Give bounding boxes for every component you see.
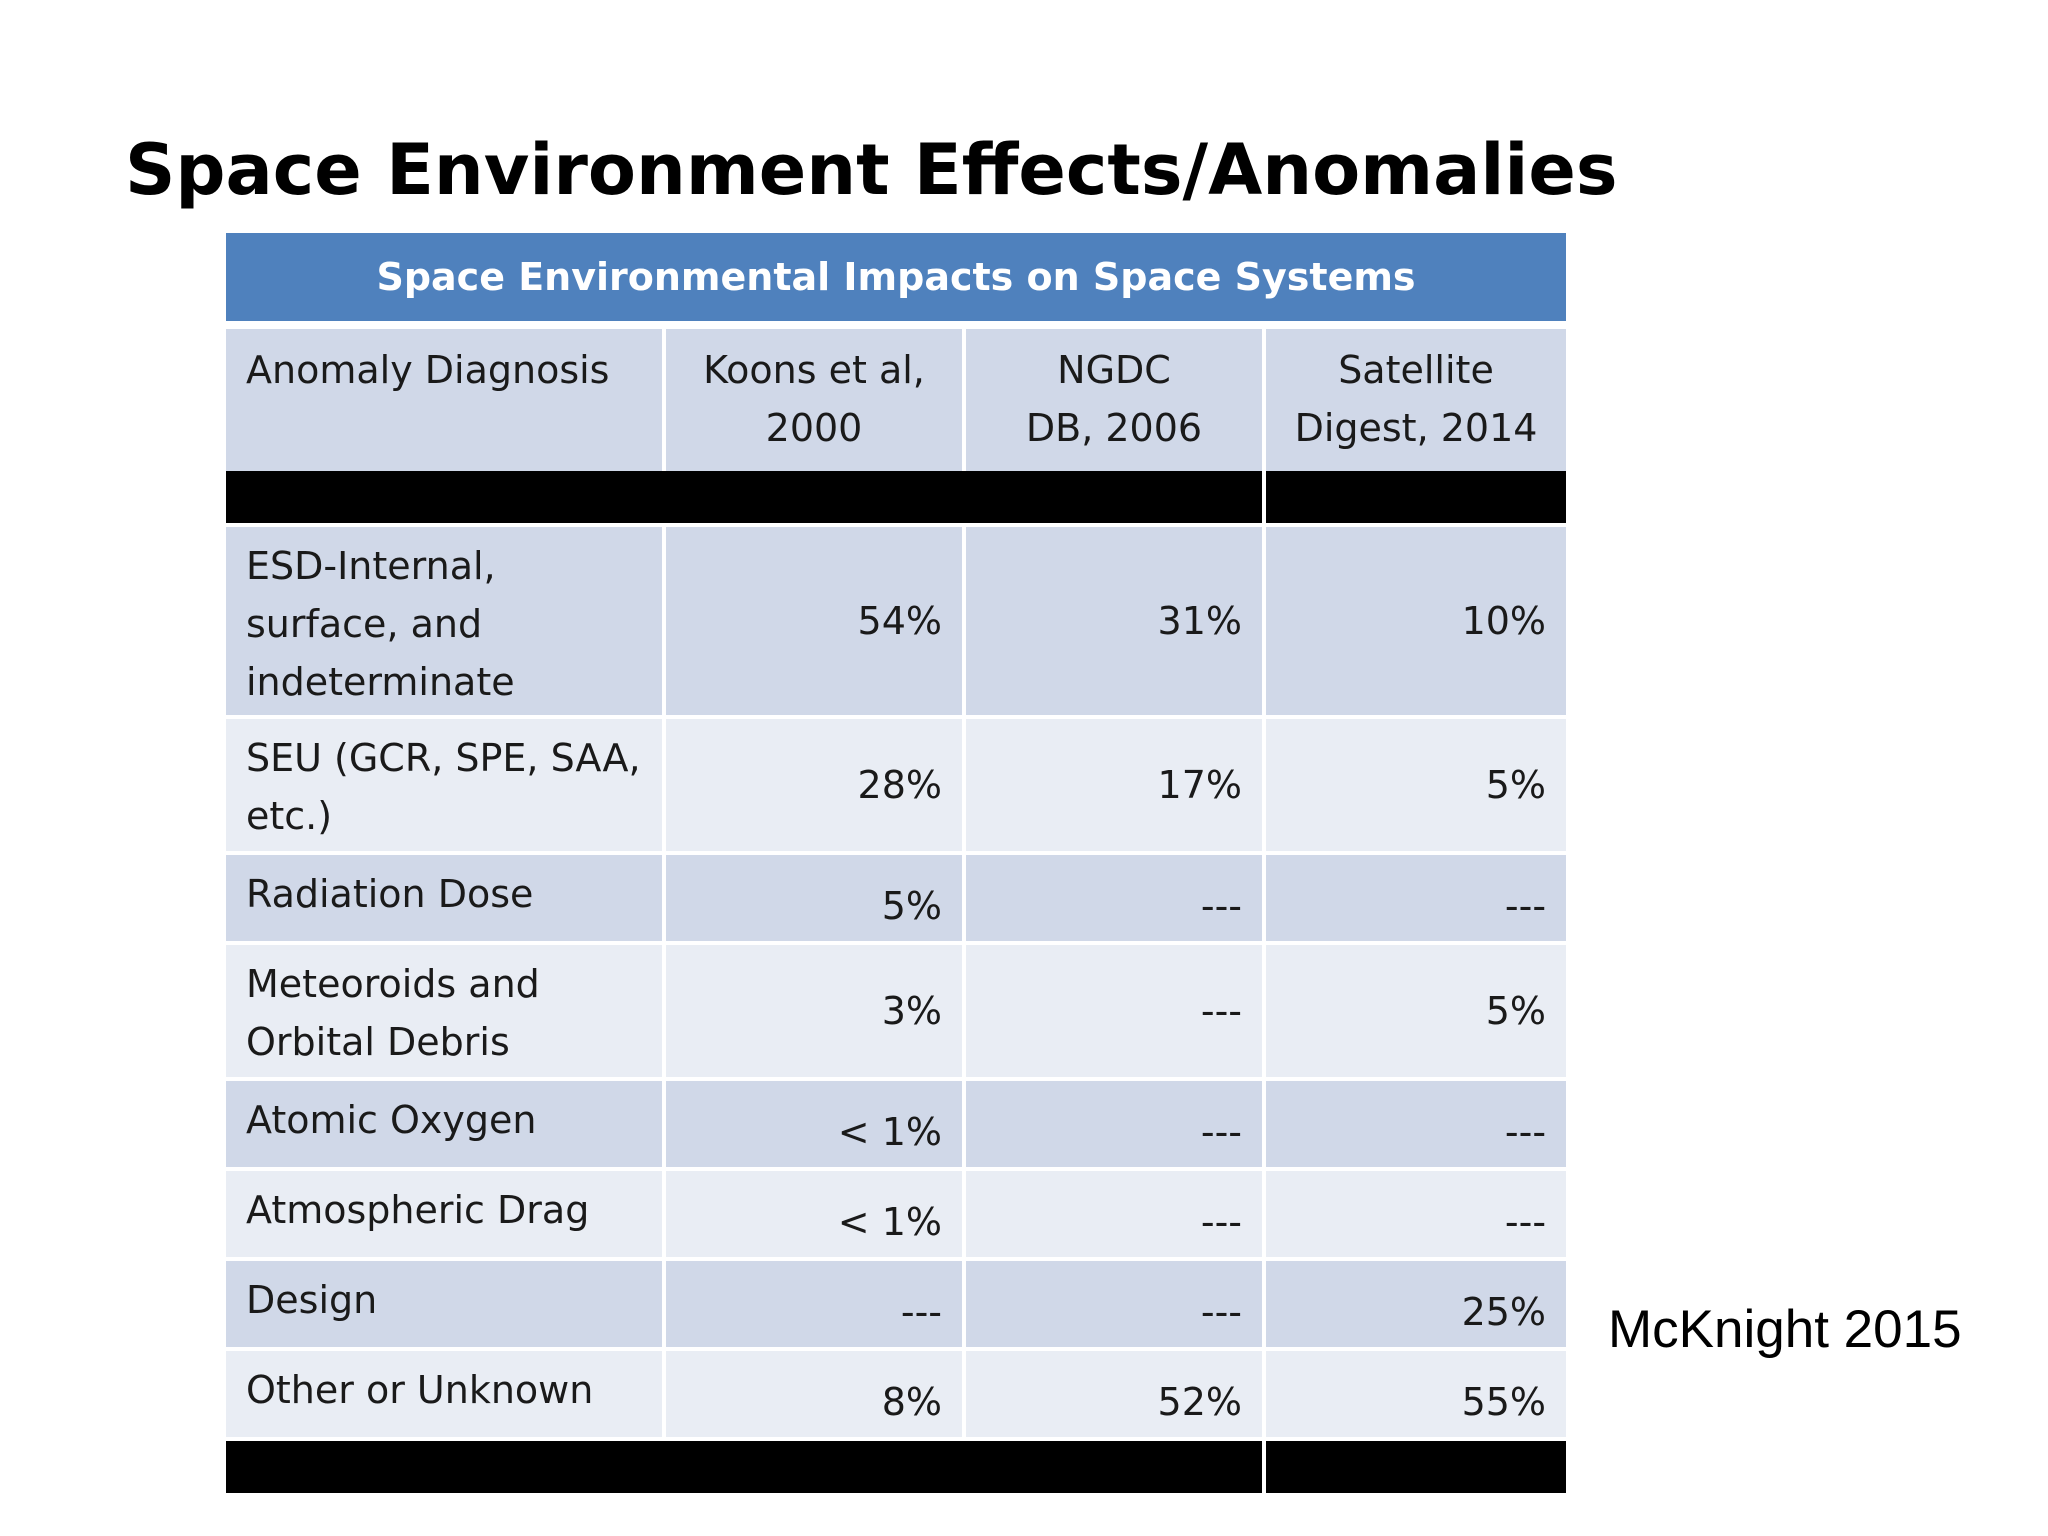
separator-bar bbox=[226, 471, 1266, 527]
value-digest: 55% bbox=[1264, 1349, 1567, 1441]
value-digest: --- bbox=[1264, 1169, 1567, 1261]
value-digest: --- bbox=[1264, 1079, 1567, 1171]
value-digest: 25% bbox=[1264, 1259, 1567, 1351]
anomaly-label: Atomic Oxygen bbox=[226, 1079, 666, 1171]
value-ngdc: --- bbox=[964, 943, 1266, 1081]
header-text: Anomaly Diagnosis bbox=[246, 348, 610, 392]
value-koons: 28% bbox=[664, 717, 966, 855]
table-row: Meteoroids and Orbital Debris 3% --- 5% bbox=[226, 943, 1567, 1081]
anomaly-label-line: Atomic Oxygen bbox=[246, 1098, 537, 1142]
table-row: Atomic Oxygen < 1% --- --- bbox=[226, 1079, 1567, 1171]
header-text: Digest, 2014 bbox=[1294, 406, 1538, 450]
table-row: ESD-Internal, surface, and indeterminate 54… bbox=[226, 525, 1567, 719]
citation: McKnight 2015 bbox=[1608, 1300, 1962, 1359]
anomaly-label: Atmospheric Drag bbox=[226, 1169, 666, 1261]
separator-bar bbox=[226, 1439, 1266, 1497]
header-ngdc: NGDC DB, 2006 bbox=[964, 325, 1266, 471]
header-anomaly-diagnosis: Anomaly Diagnosis bbox=[226, 325, 666, 471]
header-satellite-digest: Satellite Digest, 2014 bbox=[1264, 325, 1567, 471]
anomaly-label-line: ESD-Internal, bbox=[246, 544, 496, 588]
value-digest: 5% bbox=[1264, 717, 1567, 855]
header-koons: Koons et al, 2000 bbox=[664, 325, 966, 471]
table-row: Design --- --- 25% bbox=[226, 1259, 1567, 1351]
value-ngdc: --- bbox=[964, 853, 1266, 945]
impacts-table-container: Space Environmental Impacts on Space Sys… bbox=[226, 233, 1567, 1497]
value-koons: --- bbox=[664, 1259, 966, 1351]
value-ngdc: --- bbox=[964, 1169, 1266, 1261]
anomaly-label-line: Other or Unknown bbox=[246, 1368, 594, 1412]
header-text: Koons et al, bbox=[703, 348, 925, 392]
anomaly-label: SEU (GCR, SPE, SAA, etc.) bbox=[226, 717, 666, 855]
table-body: ESD-Internal, surface, and indeterminate 54… bbox=[226, 525, 1567, 1441]
value-digest: 10% bbox=[1264, 525, 1567, 719]
table-row: Atmospheric Drag < 1% --- --- bbox=[226, 1169, 1567, 1261]
table-row: SEU (GCR, SPE, SAA, etc.) 28% 17% 5% bbox=[226, 717, 1567, 855]
anomaly-label-line: Design bbox=[246, 1278, 378, 1322]
header-text: DB, 2006 bbox=[1025, 406, 1203, 450]
anomaly-label-line: etc.) bbox=[246, 794, 333, 838]
value-koons: < 1% bbox=[664, 1169, 966, 1261]
value-digest: --- bbox=[1264, 853, 1567, 945]
anomaly-label-line: Atmospheric Drag bbox=[246, 1188, 590, 1232]
anomaly-label-line: indeterminate bbox=[246, 660, 515, 704]
value-digest: 5% bbox=[1264, 943, 1567, 1081]
anomaly-label: Meteoroids and Orbital Debris bbox=[226, 943, 666, 1081]
table-header-row: Anomaly Diagnosis Koons et al, 2000 NGDC D… bbox=[226, 325, 1567, 471]
value-koons: 8% bbox=[664, 1349, 966, 1441]
value-ngdc: --- bbox=[964, 1079, 1266, 1171]
anomaly-label-line: Meteoroids and bbox=[246, 962, 540, 1006]
table-row: Radiation Dose 5% --- --- bbox=[226, 853, 1567, 945]
separator-bar bbox=[1264, 471, 1567, 527]
table-caption: Space Environmental Impacts on Space Sys… bbox=[226, 233, 1567, 329]
table-separator-bottom bbox=[226, 1439, 1567, 1497]
anomaly-label: Design bbox=[226, 1259, 666, 1351]
anomaly-label-line: SEU (GCR, SPE, SAA, bbox=[246, 736, 641, 780]
slide-title: Space Environment Effects/Anomalies bbox=[125, 129, 1618, 211]
header-text: 2000 bbox=[765, 406, 863, 450]
table-separator-top bbox=[226, 471, 1567, 527]
value-koons: 5% bbox=[664, 853, 966, 945]
value-ngdc: 31% bbox=[964, 525, 1266, 719]
anomaly-label: ESD-Internal, surface, and indeterminate bbox=[226, 525, 666, 719]
header-text: NGDC bbox=[1057, 348, 1171, 392]
anomaly-label-line: Orbital Debris bbox=[246, 1020, 510, 1064]
value-koons: < 1% bbox=[664, 1079, 966, 1171]
anomaly-label-line: surface, and bbox=[246, 602, 483, 646]
anomaly-label-line: Radiation Dose bbox=[246, 872, 534, 916]
table-row: Other or Unknown 8% 52% 55% bbox=[226, 1349, 1567, 1441]
value-koons: 54% bbox=[664, 525, 966, 719]
anomaly-label: Radiation Dose bbox=[226, 853, 666, 945]
table-caption-row: Space Environmental Impacts on Space Sys… bbox=[226, 233, 1567, 329]
value-koons: 3% bbox=[664, 943, 966, 1081]
anomaly-label: Other or Unknown bbox=[226, 1349, 666, 1441]
separator-bar bbox=[1264, 1439, 1567, 1497]
value-ngdc: 52% bbox=[964, 1349, 1266, 1441]
value-ngdc: 17% bbox=[964, 717, 1266, 855]
impacts-table: Space Environmental Impacts on Space Sys… bbox=[226, 233, 1567, 1497]
header-text: Satellite bbox=[1338, 348, 1494, 392]
value-ngdc: --- bbox=[964, 1259, 1266, 1351]
